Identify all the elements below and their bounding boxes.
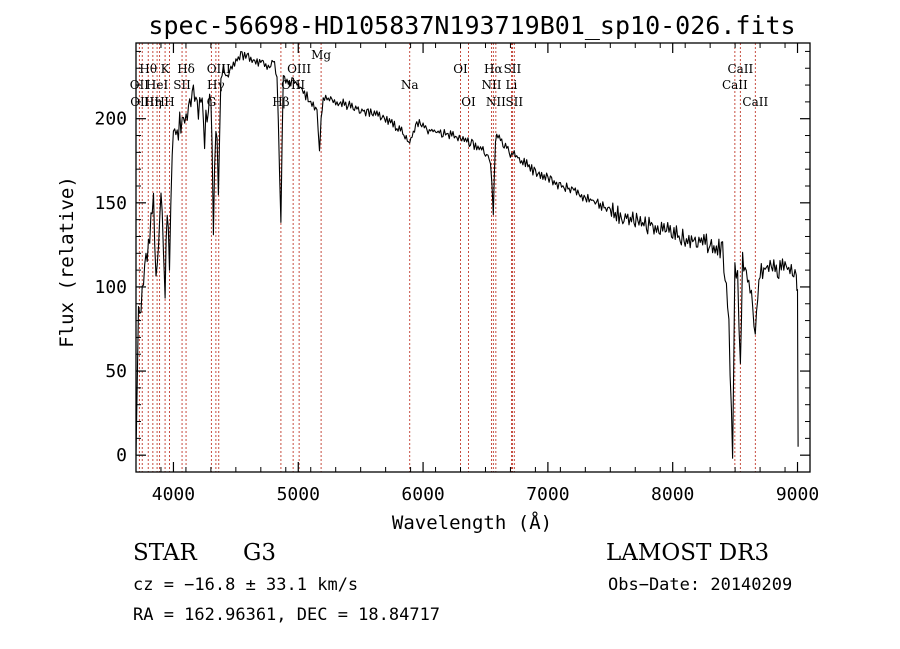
x-tick-label: 8000 xyxy=(651,484,694,505)
line-label: K xyxy=(161,62,171,76)
spectrum-layer xyxy=(135,50,799,459)
line-labels-layer: OIIOIIIHθHηHeIHKHSIIHδGHγOIIIHβOIIIOIIIM… xyxy=(130,48,769,109)
x-tick-label: 9000 xyxy=(776,484,819,505)
emission-lines-layer xyxy=(138,43,756,472)
line-label: Hβ xyxy=(272,95,289,109)
line-label: CaII xyxy=(742,95,768,109)
x-axis-label: Wavelength (Å) xyxy=(392,511,552,534)
line-label: CaII xyxy=(722,78,748,92)
line-label: OIII xyxy=(130,95,154,109)
x-tick-label: 4000 xyxy=(152,484,195,505)
line-label: OIII xyxy=(281,78,305,92)
line-label: H xyxy=(154,95,164,109)
line-label: OII xyxy=(130,78,150,92)
object-class: STAR xyxy=(133,540,197,566)
plot-frame xyxy=(135,42,811,473)
y-axis-label: Flux (relative) xyxy=(56,176,78,348)
line-label: HeI xyxy=(146,78,169,92)
axes-layer xyxy=(135,42,811,473)
line-label: OI xyxy=(453,62,468,76)
x-tick-label: 7000 xyxy=(526,484,569,505)
x-tick-label: 5000 xyxy=(277,484,320,505)
survey-name: LAMOST DR3 xyxy=(606,540,769,566)
line-label: G xyxy=(207,95,217,109)
y-tick-label: 100 xyxy=(94,277,127,298)
y-tick-label: 150 xyxy=(94,193,127,214)
ticks-layer: 4000 5000 6000 7000 8000 9000 0 50 100 150 200 xyxy=(94,43,819,505)
y-tick-label: 50 xyxy=(105,361,127,382)
line-label: Li xyxy=(506,78,518,92)
y-tick-label: 200 xyxy=(94,109,127,130)
line-label: SII xyxy=(504,62,522,76)
line-label: Hα xyxy=(484,62,503,76)
line-label: Hθ xyxy=(139,62,157,76)
line-label: OI xyxy=(461,95,476,109)
line-label: Hγ xyxy=(207,78,225,92)
line-label: OIII xyxy=(207,62,231,76)
spectrum-line xyxy=(135,50,799,459)
line-label: Hδ xyxy=(177,62,195,76)
coordinates: RA = 162.96361, DEC = 18.84717 xyxy=(133,605,440,625)
line-label: NII xyxy=(486,95,506,109)
line-label: H xyxy=(164,95,174,109)
redshift-text: cz = −16.8 ± 33.1 km/s xyxy=(133,575,358,595)
line-label: SII xyxy=(505,95,523,109)
line-label: Mg xyxy=(311,48,331,62)
y-tick-label: 0 xyxy=(116,445,127,466)
line-label: Hη xyxy=(144,95,162,109)
line-label: CaII xyxy=(727,62,753,76)
line-label: Na xyxy=(401,78,419,92)
x-tick-label: 6000 xyxy=(401,484,444,505)
obs-date: Obs−Date: 20140209 xyxy=(608,575,792,595)
line-label: NII xyxy=(481,78,501,92)
chart-title: spec-56698-HD105837N193719B01_sp10-026.f… xyxy=(148,11,795,40)
subclass: G3 xyxy=(243,540,276,566)
line-label: OIII xyxy=(287,62,311,76)
line-label: SII xyxy=(173,78,191,92)
